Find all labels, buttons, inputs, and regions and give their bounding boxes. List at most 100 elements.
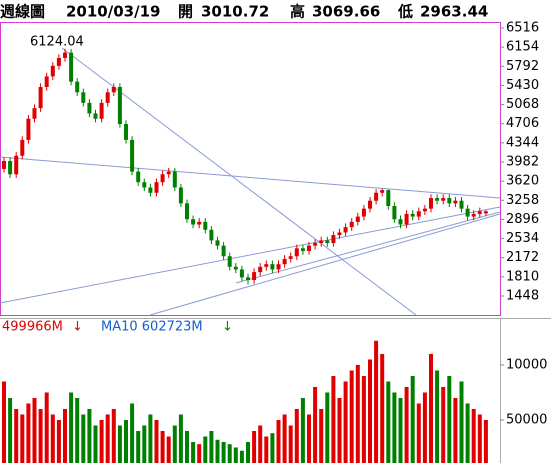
volume-bar [154,419,159,463]
volume-bar [111,408,116,463]
volume-bar [483,419,488,463]
volume-bar [26,403,31,463]
candle-body [142,182,147,188]
candle-body [178,187,183,204]
candle-body [355,216,360,222]
y-tick-label: 2534 [506,231,539,246]
trend-lines [0,47,501,316]
candle-body [233,266,238,270]
candle-body [38,86,43,109]
candle-body [374,192,379,201]
candle-body [50,65,55,77]
volume-bar [130,403,135,463]
candle-body [32,108,37,119]
candle-body [422,208,427,212]
candle-body [282,258,287,265]
trend-line [149,213,501,316]
candle-body [337,232,342,236]
candle-body [398,219,403,225]
volume-bar [69,392,74,463]
y-tick-label: 4344 [506,135,539,150]
volume-bar [300,397,305,463]
candle-body [331,235,336,244]
candle-body [368,200,372,209]
volume-bar [349,370,354,463]
volume-bar [258,425,263,463]
volume-bar [325,392,330,463]
header-date: 2010/03/19 [66,3,160,21]
volume-bar [221,441,226,463]
volume-bar [185,430,189,463]
candle-body [252,272,257,281]
volume-bar [416,403,421,463]
volume-bar [246,441,250,463]
volume-bar [410,375,415,463]
candle-body [307,245,311,251]
volume-arrow: ↓ [72,320,83,335]
candle-body [429,198,433,209]
candle-body [386,190,391,206]
candle-body [435,198,440,201]
candle-body [87,102,92,114]
candle-body [264,264,269,267]
volume-bar [337,397,342,463]
candle-body [313,243,318,246]
volume-bar [75,397,80,463]
candle-body [148,187,153,193]
volume-bar [191,441,196,463]
trend-line [0,156,501,199]
volume-bar [294,408,299,463]
volume-bar [447,375,452,463]
volume-bar [203,436,208,463]
candle-body [300,248,305,251]
candle-body [99,102,104,119]
volume-bar [355,364,360,463]
volume-bar [233,447,238,463]
volume-bar [124,419,128,463]
candle-body [69,52,74,82]
candle-body [136,171,141,183]
candle-body [197,221,202,225]
y-tick-label: 3982 [506,154,539,169]
candle-body [75,81,80,93]
high-label: 高 [290,3,305,21]
candle-body [477,211,482,214]
candle-body [8,161,13,175]
volume-bar [380,353,385,463]
peak-annotation: 6124.04 [30,35,84,50]
candle-body [459,200,464,209]
volume-bar [197,444,202,463]
ma10-arrow: ↓ [222,320,233,335]
volume-bar [374,340,379,463]
volume-bar [331,375,336,463]
candle-body [453,200,458,204]
volume-bar [38,408,43,463]
candle-body [471,213,476,217]
header-title: 週線圖 [0,3,45,21]
volume-bar [288,425,293,463]
volume-bar [386,381,391,463]
volume-bar [343,381,348,463]
candle-body [239,269,244,278]
candle-body [105,92,110,103]
candle-body [215,240,220,246]
volume-bar [227,444,232,463]
volume-bar [172,425,177,463]
y-tick-label: 6516 [506,20,539,35]
price-panel [0,22,501,316]
candle-body [441,198,446,201]
candle-body [44,76,49,87]
volume-bar [429,353,433,463]
volume-bar [81,414,86,463]
candle-body [465,208,470,217]
volume-bar [422,392,427,463]
candle-body [343,227,348,233]
open-value: 3010.72 [201,3,269,21]
y-tick-label: 50000 [506,412,547,427]
candle-body [361,208,366,217]
candle-body [14,155,19,175]
volume-bar [20,414,25,463]
volume-bar [56,419,61,463]
y-tick-label: 1810 [506,269,539,284]
volume-bar [178,414,183,463]
